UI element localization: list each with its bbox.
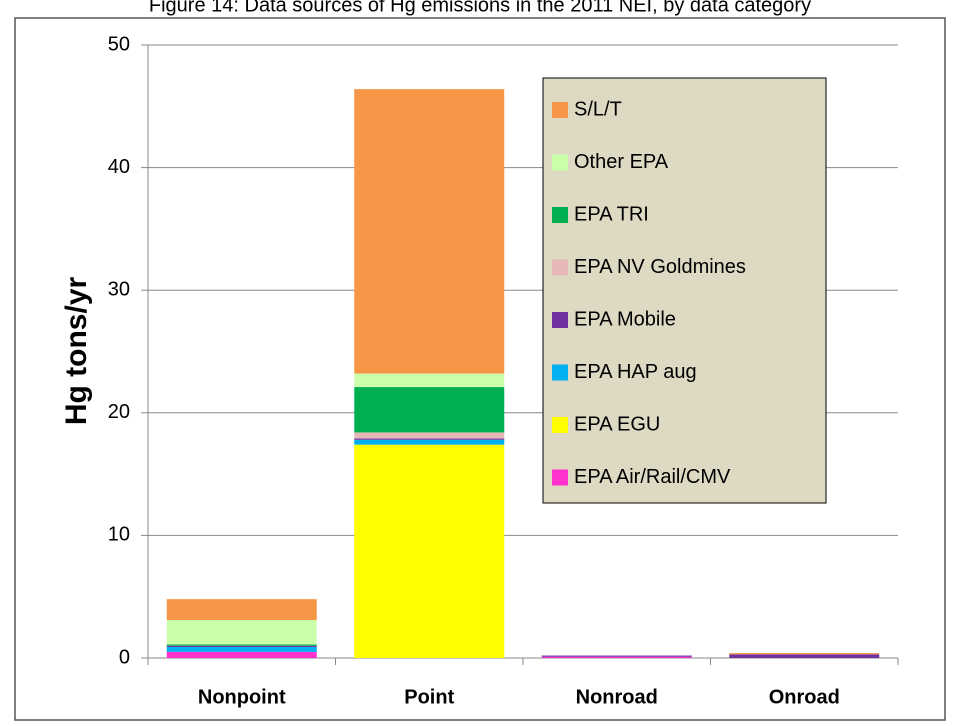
bar-segment: [541, 656, 692, 658]
bar-segment: [354, 444, 505, 658]
bar-segment: [354, 373, 505, 388]
y-tick-label: 0: [119, 646, 130, 668]
legend-label: EPA HAP aug: [574, 361, 697, 383]
legend-label: EPA NV Goldmines: [574, 256, 746, 278]
bar-segment: [354, 89, 505, 374]
legend-label: S/L/T: [574, 98, 622, 120]
bar-segment: [166, 619, 317, 645]
bar-segment: [354, 439, 505, 445]
x-tick-label: Point: [404, 686, 454, 708]
y-tick-label: 30: [108, 278, 130, 300]
legend-label: Other EPA: [574, 151, 669, 173]
legend-swatch: [552, 207, 568, 223]
y-tick-label: 50: [108, 33, 130, 55]
bar-segment: [729, 654, 880, 658]
legend-swatch: [552, 259, 568, 276]
y-tick-label: 10: [108, 524, 130, 546]
legend-swatch: [552, 312, 568, 328]
bar-segment: [166, 644, 317, 646]
bar-segment: [354, 438, 505, 440]
bar-segment: [729, 653, 880, 655]
legend-swatch: [552, 364, 568, 381]
chart-title: Figure 14: Data sources of Hg emissions …: [149, 0, 811, 16]
bar-segment: [354, 432, 505, 439]
legend-label: EPA Mobile: [574, 308, 676, 330]
legend-label: EPA EGU: [574, 413, 660, 435]
legend-swatch: [552, 154, 568, 171]
y-tick-label: 20: [108, 401, 130, 423]
y-tick-label: 40: [108, 156, 130, 178]
legend-label: EPA TRI: [574, 203, 649, 225]
bar-segment: [166, 651, 317, 658]
bar-segment: [166, 599, 317, 620]
legend-swatch: [552, 469, 568, 486]
legend-label: EPA Air/Rail/CMV: [574, 466, 731, 488]
bar-segment: [354, 387, 505, 433]
bar-segment: [166, 646, 317, 652]
x-tick-label: Onroad: [769, 686, 840, 708]
x-tick-label: Nonroad: [576, 686, 658, 708]
bar-segment: [541, 655, 692, 657]
bar-segment: [166, 645, 317, 647]
y-axis-label: Hg tons/yr: [60, 277, 93, 426]
legend-swatch: [552, 417, 568, 433]
legend-box: [542, 77, 827, 504]
x-tick-label: Nonpoint: [198, 686, 286, 708]
legend-swatch: [552, 102, 568, 118]
